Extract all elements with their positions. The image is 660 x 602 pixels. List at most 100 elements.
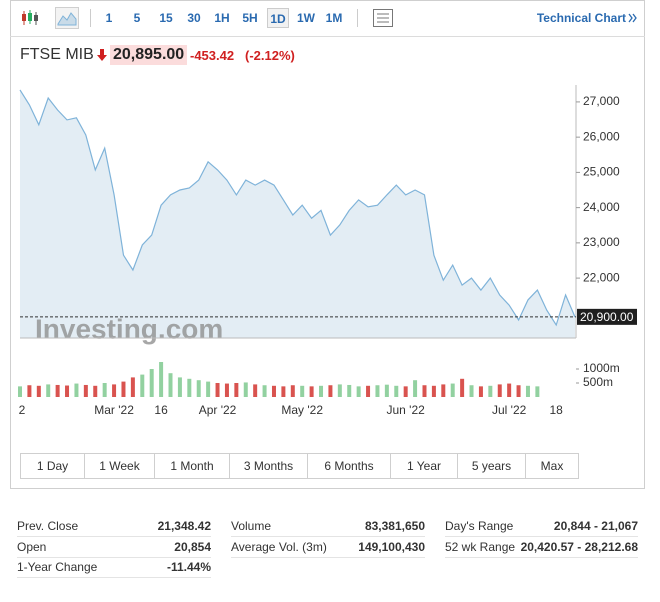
stat-divider (231, 536, 425, 537)
range-button[interactable]: 6 Months (307, 453, 391, 479)
y-tick-label: 23,000 (583, 235, 620, 249)
range-button[interactable]: Max (525, 453, 579, 479)
stat-label: 52 wk Range (445, 539, 516, 554)
volume-bar (140, 374, 145, 397)
volume-bar (488, 385, 493, 397)
volume-bar (450, 383, 455, 397)
volume-bar (478, 386, 483, 397)
stat-divider (445, 536, 638, 537)
volume-bar (347, 384, 352, 397)
volume-bar (93, 385, 98, 397)
volume-bar (187, 378, 192, 397)
chart: Investing.com 22,000 23,000 24,000 25,000 26,… (18, 85, 637, 417)
volume-bar (243, 382, 248, 397)
interval-button[interactable]: 5 (133, 11, 141, 25)
volume-bar (65, 385, 70, 397)
stat-value: -11.44% (166, 560, 211, 574)
volume-bar (36, 385, 41, 397)
range-button[interactable]: 5 years (457, 453, 526, 479)
stat-value: 20,844 - 21,067 (553, 519, 638, 533)
price-line (19, 89, 576, 327)
price-area (20, 89, 575, 339)
volume-bar (159, 362, 164, 397)
stat-divider (231, 556, 425, 558)
volume-bar (74, 383, 79, 397)
volume-bar (18, 386, 22, 397)
range-button[interactable]: 1 Month (154, 453, 230, 479)
volume-tick-label: 1000m (583, 361, 620, 375)
instrument-name: FTSE MIB (20, 46, 94, 63)
volume-bar (309, 386, 314, 397)
volume-bar (177, 377, 182, 397)
settings-icon[interactable] (372, 8, 394, 28)
volume-bar (46, 384, 51, 397)
volume-bar (384, 384, 389, 397)
last-price-box (577, 308, 637, 325)
volume-bar (319, 385, 324, 397)
stat-value: 20,420.57 - 28,212.68 (520, 539, 638, 554)
volume-bar (121, 381, 126, 397)
interval-button[interactable]: 1 (105, 11, 113, 25)
volume-bar (535, 386, 540, 397)
interval-button[interactable]: 1D (267, 8, 289, 28)
interval-button[interactable]: 1M (325, 11, 343, 25)
x-tick-label: Jun '22 (387, 403, 426, 417)
volume-bar (149, 369, 154, 397)
volume-bar (130, 377, 135, 397)
toolbar-separator (357, 9, 358, 27)
volume-bar (290, 385, 295, 397)
volume-bar (460, 378, 465, 397)
range-button[interactable]: 1 Year (390, 453, 458, 479)
volume-bar (356, 386, 361, 397)
stat-divider (17, 577, 211, 578)
stat-value: 21,348.42 (157, 519, 211, 533)
stat-label: Average Vol. (3m) (231, 539, 327, 554)
volume-bar (507, 383, 512, 397)
last-price-label: 20,900.00 (580, 310, 634, 324)
volume-bar (525, 385, 530, 397)
volume-bar (83, 384, 88, 397)
volume-bar (112, 384, 117, 397)
range-button[interactable]: 3 Months (229, 453, 308, 479)
x-tick-label: May '22 (281, 403, 323, 417)
x-tick-label: Apr '22 (199, 403, 237, 417)
volume-bar (281, 386, 286, 397)
volume-bar (215, 383, 220, 397)
x-tick-label: Jul '22 (492, 403, 527, 417)
interval-button[interactable]: 30 (187, 11, 201, 25)
interval-button[interactable]: 1W (297, 11, 315, 25)
y-tick-label: 27,000 (583, 94, 620, 108)
stat-label: Open (17, 539, 47, 554)
stat-label: Prev. Close (17, 519, 79, 533)
x-tick-label: 16 (154, 403, 168, 417)
stat-label: 1-Year Change (17, 560, 98, 574)
volume-bar (300, 385, 305, 397)
stat-value: 83,381,650 (364, 519, 425, 533)
volume-bar (337, 384, 342, 397)
volume-bar (375, 385, 380, 397)
y-tick-label: 22,000 (583, 270, 620, 284)
interval-button[interactable]: 15 (159, 11, 173, 25)
candlestick-icon[interactable] (18, 8, 40, 28)
area-chart-icon[interactable] (55, 7, 79, 29)
x-tick-label: 2 (19, 403, 26, 417)
price-change: -453.42 (190, 48, 235, 63)
volume-bar (469, 385, 474, 397)
volume-bar (102, 383, 107, 397)
range-button[interactable]: 1 Week (84, 453, 155, 479)
x-tick-label: Mar '22 (94, 403, 134, 417)
interval-button[interactable]: 1H (214, 11, 230, 25)
down-arrow-icon (97, 49, 107, 61)
volume-bar (403, 386, 408, 397)
technical-chart-link[interactable]: Technical Chart (536, 11, 626, 25)
price-change-percent: (-2.12%) (245, 48, 295, 63)
range-button[interactable]: 1 Day (20, 453, 85, 479)
last-price: 20,895.00 (110, 45, 188, 65)
stat-divider (17, 556, 211, 558)
volume-bar (394, 385, 399, 397)
volume-bar (413, 380, 418, 397)
interval-button[interactable]: 5H (242, 11, 258, 25)
toolbar-separator (90, 9, 91, 27)
stat-value: 149,100,430 (358, 539, 425, 554)
